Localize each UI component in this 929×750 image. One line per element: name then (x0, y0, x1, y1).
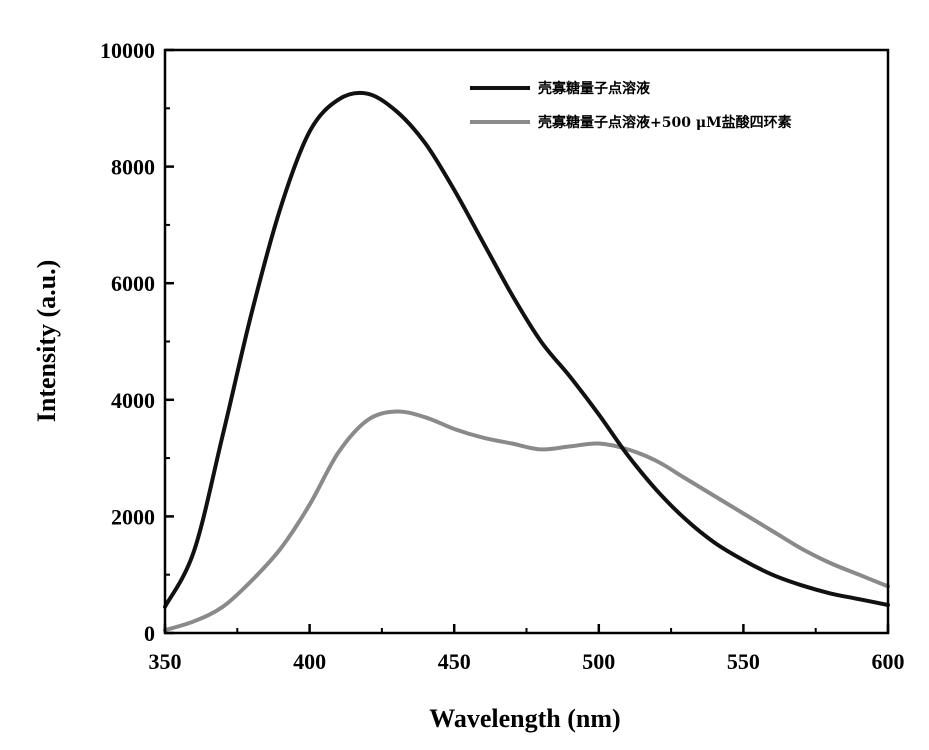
x-tick-label: 600 (872, 649, 905, 674)
legend: 壳寡糖量子点溶液壳寡糖量子点溶液+500 μM盐酸四环素 (470, 80, 792, 131)
x-tick-label: 400 (293, 649, 326, 674)
x-tick-label: 450 (438, 649, 471, 674)
y-tick-label: 0 (144, 621, 155, 646)
x-tick-label: 350 (149, 649, 182, 674)
y-tick-label: 4000 (111, 388, 155, 413)
y-axis-title: Intensity (a.u.) (32, 260, 61, 423)
x-tick-label: 550 (727, 649, 760, 674)
y-tick-label: 6000 (111, 271, 155, 296)
y-tick-label: 8000 (111, 155, 155, 180)
series-line-0 (165, 93, 888, 607)
y-tick-label: 2000 (111, 504, 155, 529)
plot-frame (165, 50, 888, 633)
x-axis-title: Wavelength (nm) (429, 704, 620, 733)
plot-area (165, 93, 888, 630)
series-line-1 (165, 411, 888, 630)
y-tick-label: 10000 (100, 38, 155, 63)
x-tick-label: 500 (582, 649, 615, 674)
legend-label-1: 壳寡糖量子点溶液+500 μM盐酸四环素 (537, 114, 792, 131)
legend-label-0: 壳寡糖量子点溶液 (537, 80, 651, 97)
